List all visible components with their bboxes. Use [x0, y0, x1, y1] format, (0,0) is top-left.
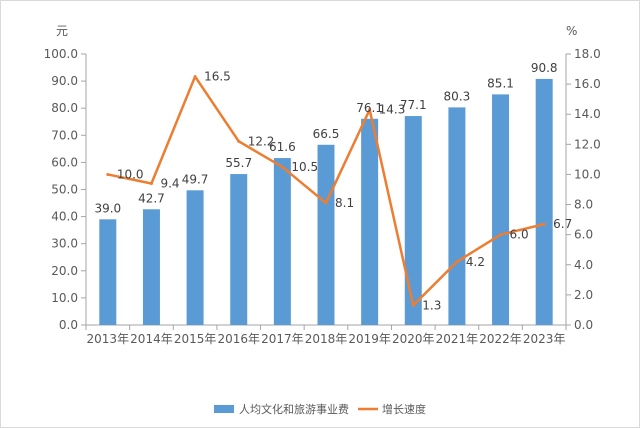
data-labels: 39.0 42.7 49.7 55.7 61.6 66.5 76.1 77.1 80.3 85.1…	[94, 61, 572, 312]
right-tick-label: 16.0	[574, 77, 601, 91]
x-tick-label: 2015年	[174, 332, 217, 346]
line-value-label: 16.5	[204, 70, 231, 84]
bar-value-label: 76.1	[356, 101, 383, 115]
legend-label-line: 增长速度	[382, 402, 426, 416]
bar-value-label: 77.1	[400, 98, 427, 112]
x-tick-label: 2017年	[261, 332, 304, 346]
line-point	[280, 165, 284, 169]
line-value-label: 12.2	[248, 134, 275, 148]
line-value-label: 8.1	[335, 196, 354, 210]
axes: 0.0 10.0 20.0 30.0 40.0 50.0 60.0 70.0 80.0 90.0 1…	[44, 24, 601, 346]
bar-value-label: 39.0	[94, 201, 121, 215]
left-tick-label: 30.0	[51, 237, 78, 251]
line-point	[368, 108, 372, 112]
legend: 人均文化和旅游事业费 增长速度	[214, 402, 426, 416]
line-point	[411, 303, 415, 307]
line-value-label: 6.0	[510, 228, 529, 242]
bar-value-label: 66.5	[313, 127, 340, 141]
line-point	[542, 222, 546, 226]
line-value-label: 6.7	[553, 217, 572, 231]
right-tick-label: 4.0	[574, 258, 593, 272]
right-tick-label: 14.0	[574, 107, 601, 121]
x-tick-label: 2018年	[305, 332, 348, 346]
line-value-label: 14.3	[379, 103, 406, 117]
bar	[448, 107, 466, 326]
right-tick-label: 10.0	[574, 167, 601, 181]
bar-value-label: 55.7	[225, 156, 252, 170]
left-tick-label: 40.0	[51, 210, 78, 224]
right-axis-unit: %	[566, 24, 577, 38]
bar	[142, 209, 160, 325]
line-point	[499, 233, 503, 237]
left-tick-label: 90.0	[51, 74, 78, 88]
bar	[99, 219, 117, 325]
line-point	[149, 181, 153, 185]
x-tick-label: 2022年	[479, 332, 522, 346]
line-point	[324, 201, 328, 205]
left-tick-label: 20.0	[51, 264, 78, 278]
left-tick-label: 50.0	[51, 183, 78, 197]
line-point	[237, 139, 241, 143]
bar-value-label: 42.7	[138, 191, 165, 205]
bar-value-label: 49.7	[182, 172, 209, 186]
left-tick-label: 0.0	[59, 318, 78, 332]
bar-series	[99, 78, 553, 326]
right-tick-label: 18.0	[574, 47, 601, 61]
x-tick-label: 2020年	[392, 332, 435, 346]
x-tick-label: 2014年	[130, 332, 173, 346]
right-tick-label: 0.0	[574, 318, 593, 332]
right-tick-label: 2.0	[574, 288, 593, 302]
line-point	[106, 172, 110, 176]
bar	[317, 144, 335, 325]
bar-value-label: 90.8	[531, 61, 558, 75]
x-tick-label: 2023年	[523, 332, 566, 346]
bar	[404, 116, 422, 326]
right-tick-label: 8.0	[574, 198, 593, 212]
legend-label-bar: 人均文化和旅游事业费	[239, 402, 349, 416]
line-value-label: 1.3	[422, 298, 441, 312]
bar-value-label: 61.6	[269, 140, 296, 154]
line-series	[106, 75, 546, 307]
line-value-label: 10.0	[117, 167, 144, 181]
line-point	[455, 260, 459, 264]
bar-value-label: 85.1	[487, 76, 514, 90]
left-tick-label: 80.0	[51, 101, 78, 115]
bar	[273, 158, 291, 325]
left-tick-label: 60.0	[51, 155, 78, 169]
legend-swatch-bar	[214, 405, 234, 413]
x-tick-label: 2021年	[436, 332, 479, 346]
x-tick-label: 2019年	[348, 332, 391, 346]
line-value-label: 4.2	[466, 255, 485, 269]
left-axis-unit: 元	[56, 24, 68, 38]
bar	[492, 94, 510, 325]
bar	[535, 78, 553, 325]
left-tick-label: 70.0	[51, 128, 78, 142]
line-point	[193, 75, 197, 79]
bar	[186, 190, 204, 325]
right-tick-label: 12.0	[574, 137, 601, 151]
bar	[230, 174, 248, 325]
line-value-label: 9.4	[160, 176, 179, 190]
bar-value-label: 80.3	[444, 89, 471, 103]
bar	[361, 118, 379, 325]
left-tick-label: 10.0	[51, 291, 78, 305]
x-tick-label: 2013年	[87, 332, 130, 346]
left-tick-label: 100.0	[44, 47, 78, 61]
x-tick-label: 2016年	[217, 332, 260, 346]
right-tick-label: 6.0	[574, 228, 593, 242]
line-value-label: 10.5	[291, 160, 318, 174]
